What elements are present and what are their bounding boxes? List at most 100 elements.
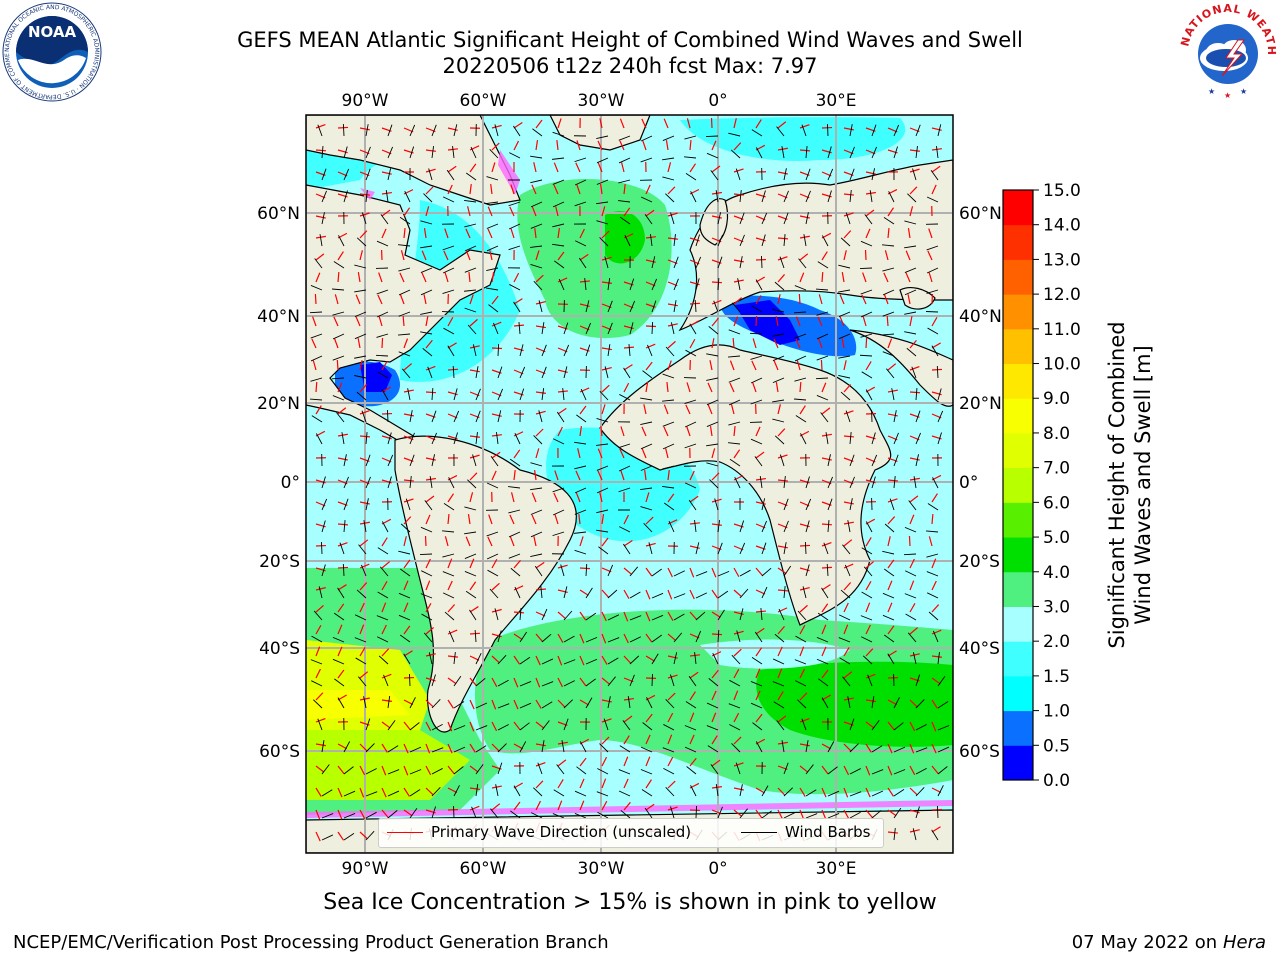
wind-barb [365,454,371,467]
wind-barb [821,587,829,599]
wave-arrow [821,407,831,415]
lat-label-right: 60°N [959,204,1002,224]
wind-barb [665,787,675,797]
wave-arrow [315,587,326,591]
wind-barb [801,124,807,137]
footer-host: Hera [1222,932,1266,953]
wave-arrow [447,677,457,685]
wind-barb [860,311,873,318]
wave-arrow [821,542,832,547]
wind-barb [893,432,899,445]
wave-arrow [667,589,673,600]
wind-barb [695,805,697,819]
wind-barb [817,261,829,269]
wave-arrow [487,536,493,547]
wave-arrow [491,295,499,305]
wind-barb [321,834,334,841]
wind-barb [805,498,812,511]
wind-barb [642,370,653,379]
wind-barb [684,156,697,159]
wave-arrow [799,215,810,219]
wind-barb [365,718,371,731]
wave-arrow [403,650,413,657]
wave-arrow [403,625,411,635]
wave-arrow [843,501,854,505]
wind-barb [805,190,811,203]
wave-arrow [425,580,431,591]
wind-barb [453,785,460,797]
wind-barb [849,718,855,731]
wind-barb [409,476,412,489]
wave-arrow [777,237,789,240]
wave-arrow [447,629,458,635]
wind-barb [629,655,640,665]
wave-arrow [513,801,521,811]
wind-barb [882,614,895,621]
wave-arrow [491,582,500,591]
wave-arrow [843,539,853,547]
wind-barb [717,212,722,225]
wave-arrow [579,426,583,437]
wind-barb [552,509,565,516]
wave-arrow [777,171,788,175]
wind-barb [442,245,455,251]
wind-barb [398,311,411,317]
wind-barb [861,591,873,599]
wind-barb [685,349,697,357]
wave-arrow [491,721,498,732]
wind-barb [772,355,785,362]
wind-barb [409,454,415,467]
colorbar-tick-label: 4.0 [1043,563,1070,583]
colorbar-swatch [1003,328,1033,365]
wave-arrow [447,342,457,349]
wind-barb [401,368,411,379]
wave-arrow [887,516,896,525]
wind-barb [599,743,609,753]
wave-arrow [443,250,449,261]
wave-arrow [909,653,920,657]
wave-arrow [381,209,391,217]
wave-arrow [795,338,801,349]
wind-barb [471,806,477,819]
wind-barb [629,300,636,313]
wave-arrow [887,413,898,417]
wave-arrow [623,207,631,217]
wind-barb [728,132,741,137]
wave-arrow [444,536,449,547]
wave-arrow [645,259,656,263]
wind-barb [673,652,678,665]
wind-barb [431,432,437,445]
wave-arrow [554,514,559,525]
wave-arrow [667,756,674,767]
wave-arrow [931,368,943,371]
wind-barb [453,432,458,445]
wave-arrow [709,426,713,437]
wind-barb [552,531,565,537]
wind-barb [599,237,609,247]
wave-arrow [469,765,479,773]
wave-arrow [601,756,608,767]
wind-barb [361,410,367,423]
wind-barb [494,124,499,137]
wind-barb [552,223,565,228]
wind-barb [648,542,653,555]
wind-barb [827,766,838,775]
wave-arrow [425,627,434,635]
wind-barb [442,592,455,599]
wave-arrow [315,809,321,820]
wind-barb [750,377,763,384]
wind-barb [651,321,654,335]
wind-barb [343,454,347,467]
wave-arrow [821,809,827,820]
wave-arrow [931,826,941,833]
wind-barb [409,410,413,423]
wind-barb [488,304,499,313]
wave-arrow [733,425,736,437]
wind-barb [774,281,785,291]
wave-arrow [733,762,744,767]
wind-barb [912,168,917,181]
wind-barb [421,570,433,577]
wind-barb [486,531,499,537]
colorbar-tick-label: 15.0 [1043,181,1081,201]
wind-barb [319,234,323,247]
